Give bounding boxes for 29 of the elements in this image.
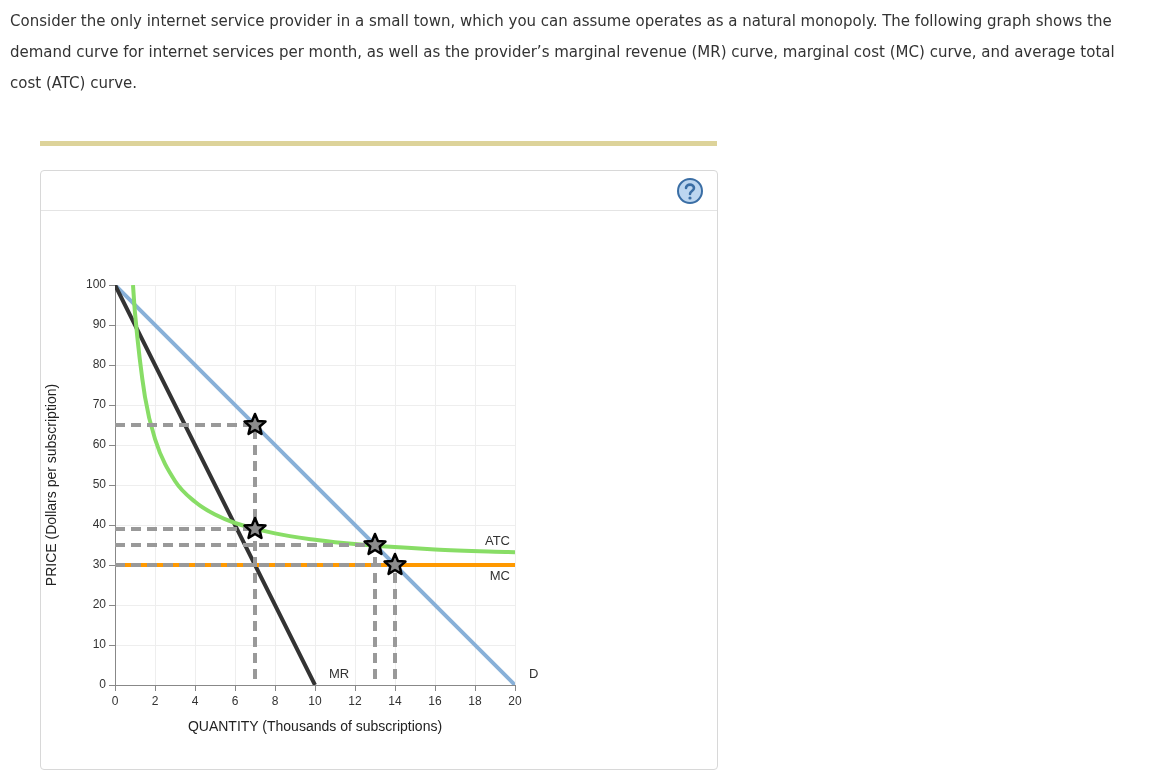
y-tick-label: 0 — [99, 677, 107, 692]
y-tick-label: 40 — [92, 517, 107, 532]
x-tick-label: 4 — [191, 693, 199, 708]
text: Consider the only internet service provider in a small town, which you can assume operates as a natural monopoly. The following graph shows the demand curve for internet services per month, as well as the provider’s marginal revenue (MR) curve, marginal cost (MC) curve, and average total cost (ATC) curve. — [10, 11, 1116, 94]
series-label: D — [529, 666, 539, 682]
series-label: ATC — [484, 532, 510, 548]
x-tick-label: 0 — [111, 693, 119, 708]
series-label: MC — [489, 567, 510, 583]
y-tick-label: 50 — [92, 477, 107, 492]
y-tick-label: 70 — [92, 397, 107, 412]
y-tick-label: 100 — [85, 277, 107, 292]
x-tick-label: 8 — [271, 693, 279, 708]
x-tick-label: 2 — [151, 693, 159, 708]
x-tick-label: 20 — [508, 693, 522, 708]
y-tick-label: 10 — [92, 637, 107, 652]
y-tick-label: 20 — [92, 597, 107, 612]
x-tick-label: 10 — [308, 693, 322, 708]
x-tick-label: 12 — [348, 693, 362, 708]
x-tick-label: 18 — [468, 693, 482, 708]
y-tick-label: 80 — [92, 357, 107, 372]
series-label: MR — [329, 666, 350, 682]
x-axis-title: QUANTITY (Thousands of subscriptions) — [187, 718, 443, 735]
y-axis-title: PRICE (Dollars per subscription) — [43, 383, 60, 587]
y-tick-label: 90 — [92, 317, 107, 332]
y-tick-label: 60 — [92, 437, 107, 452]
x-tick-label: 6 — [231, 693, 239, 708]
y-tick-label: 30 — [92, 557, 107, 572]
x-tick-label: 16 — [428, 693, 442, 708]
x-tick-label: 14 — [388, 693, 402, 708]
